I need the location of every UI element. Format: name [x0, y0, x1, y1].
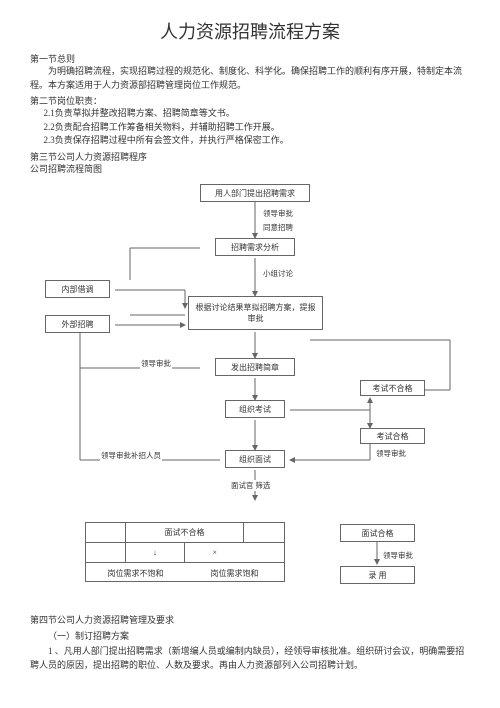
section4-para: 1 、凡用人部门提出招聘需求（新增编人员或编制内缺员），经领导审核批准。组织研讨…	[30, 645, 470, 672]
bottom-area: 面试不合格 ↓ × 岗位需求不饱和 岗位需求饱和 面试合格 领导审批 录 用	[30, 522, 470, 612]
flow-box-analysis: 招聘需求分析	[215, 238, 295, 256]
section2-heading: 第二节岗位职责：	[30, 94, 470, 107]
table-fail: 面试不合格	[126, 523, 245, 542]
flow-label-discuss: 小组讨论	[262, 268, 294, 279]
flowchart-arrows	[30, 180, 470, 520]
section3-heading: 第三节公司人力资源招聘程序	[30, 150, 470, 163]
flowchart: 用人部门提出招聘需求 领导审批 同意招聘 招聘需求分析 小组讨论 内部借调 外部…	[30, 180, 470, 520]
flow-label-approve3: 领导审批	[375, 448, 407, 459]
flow-box-draft: 根据讨论结果草拟招聘方案，提报审批	[188, 296, 323, 330]
section4-sub: （一）制订招聘方案	[30, 630, 470, 644]
section3-sub: 公司招聘流程简图	[30, 163, 470, 177]
result-table: 面试不合格 ↓ × 岗位需求不饱和 岗位需求饱和	[85, 522, 285, 582]
section4-heading: 第四节公司人力资源招聘管理及要求	[30, 614, 470, 628]
flow-box-exam: 组织考试	[225, 400, 285, 418]
flow-box-internal: 内部借调	[45, 280, 110, 298]
s2-item3: 2.3负责保存招聘过程中所有会签文件，并执行严格保密工作。	[30, 134, 470, 148]
flow-label-approve2: 领导审批	[140, 358, 172, 369]
flow-box-pass: 考试合格	[360, 428, 425, 444]
bottom-arrow	[330, 522, 430, 592]
page-title: 人力资源招聘流程方案	[30, 18, 470, 44]
s2-item1: 2.1负责草拟并整改招聘方案、招聘简章等文书。	[30, 107, 470, 121]
flow-label-supplement: 领导审批补招人员	[100, 450, 162, 461]
section1-para: 为明确招聘流程，实现招聘过程的规范化、制度化、科学化。确保招聘工作的顺利有序开展…	[30, 65, 470, 92]
flow-label-agree: 同意招聘	[262, 222, 294, 233]
flow-label-approve1: 领导审批	[262, 208, 294, 219]
table-unsat: 岗位需求不饱和	[86, 568, 185, 579]
flow-label-screen: 面试官 筛选	[230, 480, 271, 491]
s2-item2: 2.2负责配合招聘工作筹备相关物料，并辅助招聘工作开展。	[30, 121, 470, 135]
flow-box-request: 用人部门提出招聘需求	[200, 184, 310, 202]
table-sat: 岗位需求饱和	[185, 568, 284, 579]
flow-box-fail: 考试不合格	[360, 380, 425, 396]
flow-box-external: 外部招聘	[45, 315, 110, 333]
section1-heading: 第一节总则	[30, 52, 470, 65]
flow-box-publish: 发出招聘简章	[215, 358, 295, 376]
flow-box-interview: 组织面试	[225, 450, 285, 468]
